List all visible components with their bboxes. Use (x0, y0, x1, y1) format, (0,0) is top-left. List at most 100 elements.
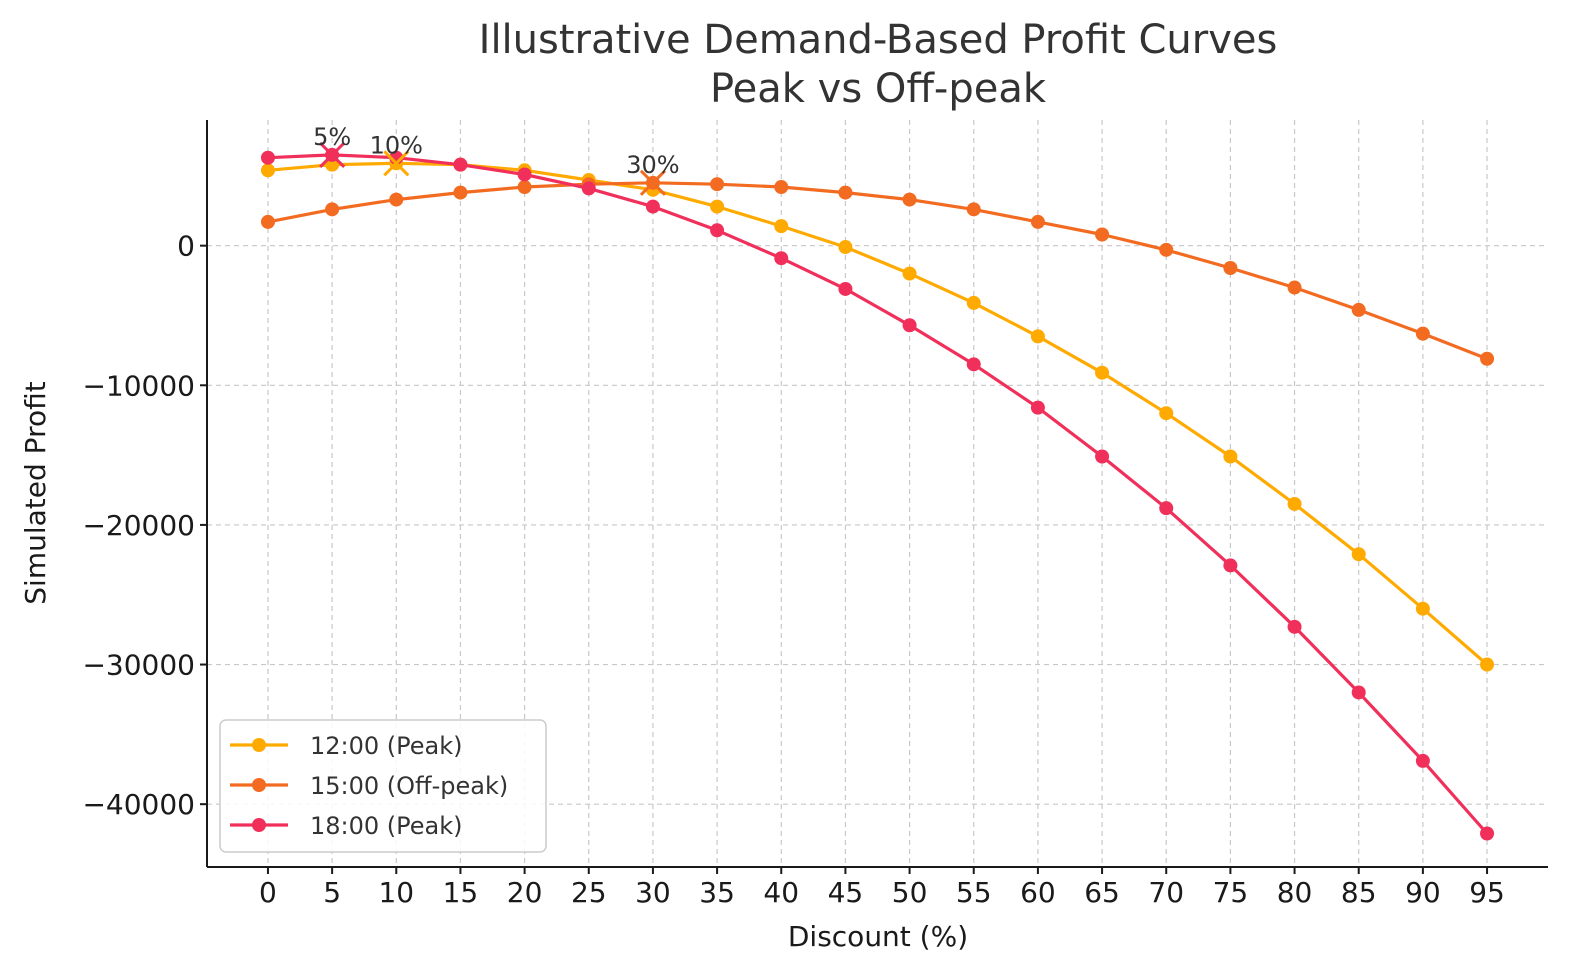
data-point (453, 185, 468, 200)
data-point (325, 157, 340, 172)
data-point (902, 192, 917, 207)
data-point (389, 192, 404, 207)
data-point (966, 202, 981, 217)
data-point (581, 181, 596, 196)
data-point (325, 202, 340, 217)
annotation-label: 30% (626, 151, 679, 179)
x-tick-label: 70 (1148, 876, 1184, 909)
x-tick-label: 15 (443, 876, 479, 909)
data-point (1095, 365, 1110, 380)
x-tick-label: 20 (507, 876, 543, 909)
legend-swatch-marker (252, 778, 266, 792)
chart-subtitle: Peak vs Off-peak (710, 66, 1047, 112)
data-point (902, 318, 917, 333)
optimum-marker (383, 150, 410, 177)
optimum-marker (319, 141, 346, 168)
data-point (1223, 558, 1238, 573)
x-tick-label: 5 (323, 876, 341, 909)
axes (206, 120, 1548, 868)
x-tick-label: 65 (1084, 876, 1120, 909)
legend-box (219, 719, 547, 853)
data-point (517, 180, 532, 195)
data-point (1351, 547, 1366, 562)
data-point (1223, 449, 1238, 464)
x-tick-label: 0 (259, 876, 277, 909)
grid (207, 120, 1548, 867)
data-point (1287, 280, 1302, 295)
data-point (1030, 214, 1045, 229)
x-tick-label: 30 (635, 876, 671, 909)
data-point (1095, 449, 1110, 464)
y-tick-label: −10000 (82, 369, 195, 402)
data-point (1030, 400, 1045, 415)
data-point (645, 199, 660, 214)
data-point (1159, 242, 1174, 257)
y-tick-label: −40000 (82, 788, 195, 821)
data-point (453, 157, 468, 172)
data-point (1415, 601, 1430, 616)
data-point (838, 185, 853, 200)
legend-label: 12:00 (Peak) (310, 732, 463, 760)
x-tick-label: 55 (956, 876, 992, 909)
annotation-label: 5% (313, 123, 351, 151)
data-point (1030, 329, 1045, 344)
data-point (838, 281, 853, 296)
data-point (966, 295, 981, 310)
data-point (1351, 302, 1366, 317)
data-point (1287, 496, 1302, 511)
series-line (267, 161, 1489, 666)
data-point (838, 240, 853, 255)
x-tick-label: 40 (763, 876, 799, 909)
x-tick-label: 80 (1277, 876, 1313, 909)
data-point (1351, 685, 1366, 700)
series-line (267, 153, 1489, 835)
legend: 12:00 (Peak) 15:00 (Off-peak) 18:00 (Peak) (219, 719, 547, 853)
data-point (517, 167, 532, 182)
x-tick-label: 35 (699, 876, 735, 909)
chart-title: Illustrative Demand-Based Profit Curves (479, 17, 1278, 63)
data-point (1480, 657, 1495, 672)
data-point (1480, 826, 1495, 841)
x-tick-label: 10 (378, 876, 414, 909)
legend-label: 15:00 (Off-peak) (310, 772, 508, 800)
y-axis-label: Simulated Profit (19, 381, 52, 604)
data-point (710, 199, 725, 214)
x-tick-label: 50 (892, 876, 928, 909)
optimum-marker (639, 169, 666, 196)
data-point (260, 163, 275, 178)
data-point (710, 177, 725, 192)
legend-label: 18:00 (Peak) (310, 812, 463, 840)
y-tick-label: −20000 (82, 509, 195, 542)
annotations: 5% 10% 30% (313, 123, 680, 196)
y-tick-label: 0 (177, 230, 195, 263)
x-tick-label: 95 (1469, 876, 1505, 909)
y-tick-label: −30000 (82, 649, 195, 682)
x-tick-label: 75 (1213, 876, 1249, 909)
x-tick-label: 60 (1020, 876, 1056, 909)
x-tick-label: 90 (1405, 876, 1441, 909)
data-point (710, 223, 725, 238)
x-tick-label: 85 (1341, 876, 1377, 909)
data-point (1287, 619, 1302, 634)
data-point (774, 251, 789, 266)
legend-swatch-marker (252, 738, 266, 752)
data-point (260, 214, 275, 229)
data-point (774, 219, 789, 234)
data-point (1415, 753, 1430, 768)
data-point (1159, 406, 1174, 421)
data-point (260, 150, 275, 165)
data-point (774, 180, 789, 195)
data-point (1480, 351, 1495, 366)
data-point (902, 266, 917, 281)
data-point (1223, 261, 1238, 276)
annotation-label: 10% (370, 131, 423, 159)
x-tick-label: 45 (828, 876, 864, 909)
tick-labels: 0 5 10 15 20 25 30 35 40 45 50 55 60 65 70 75 80 85 90 95 0 −… (82, 230, 1504, 909)
data-point (1095, 227, 1110, 242)
legend-swatch-marker (252, 818, 266, 832)
data-point (966, 357, 981, 372)
data-point (1159, 501, 1174, 516)
series-line (267, 181, 1488, 361)
data-point (1415, 326, 1430, 341)
